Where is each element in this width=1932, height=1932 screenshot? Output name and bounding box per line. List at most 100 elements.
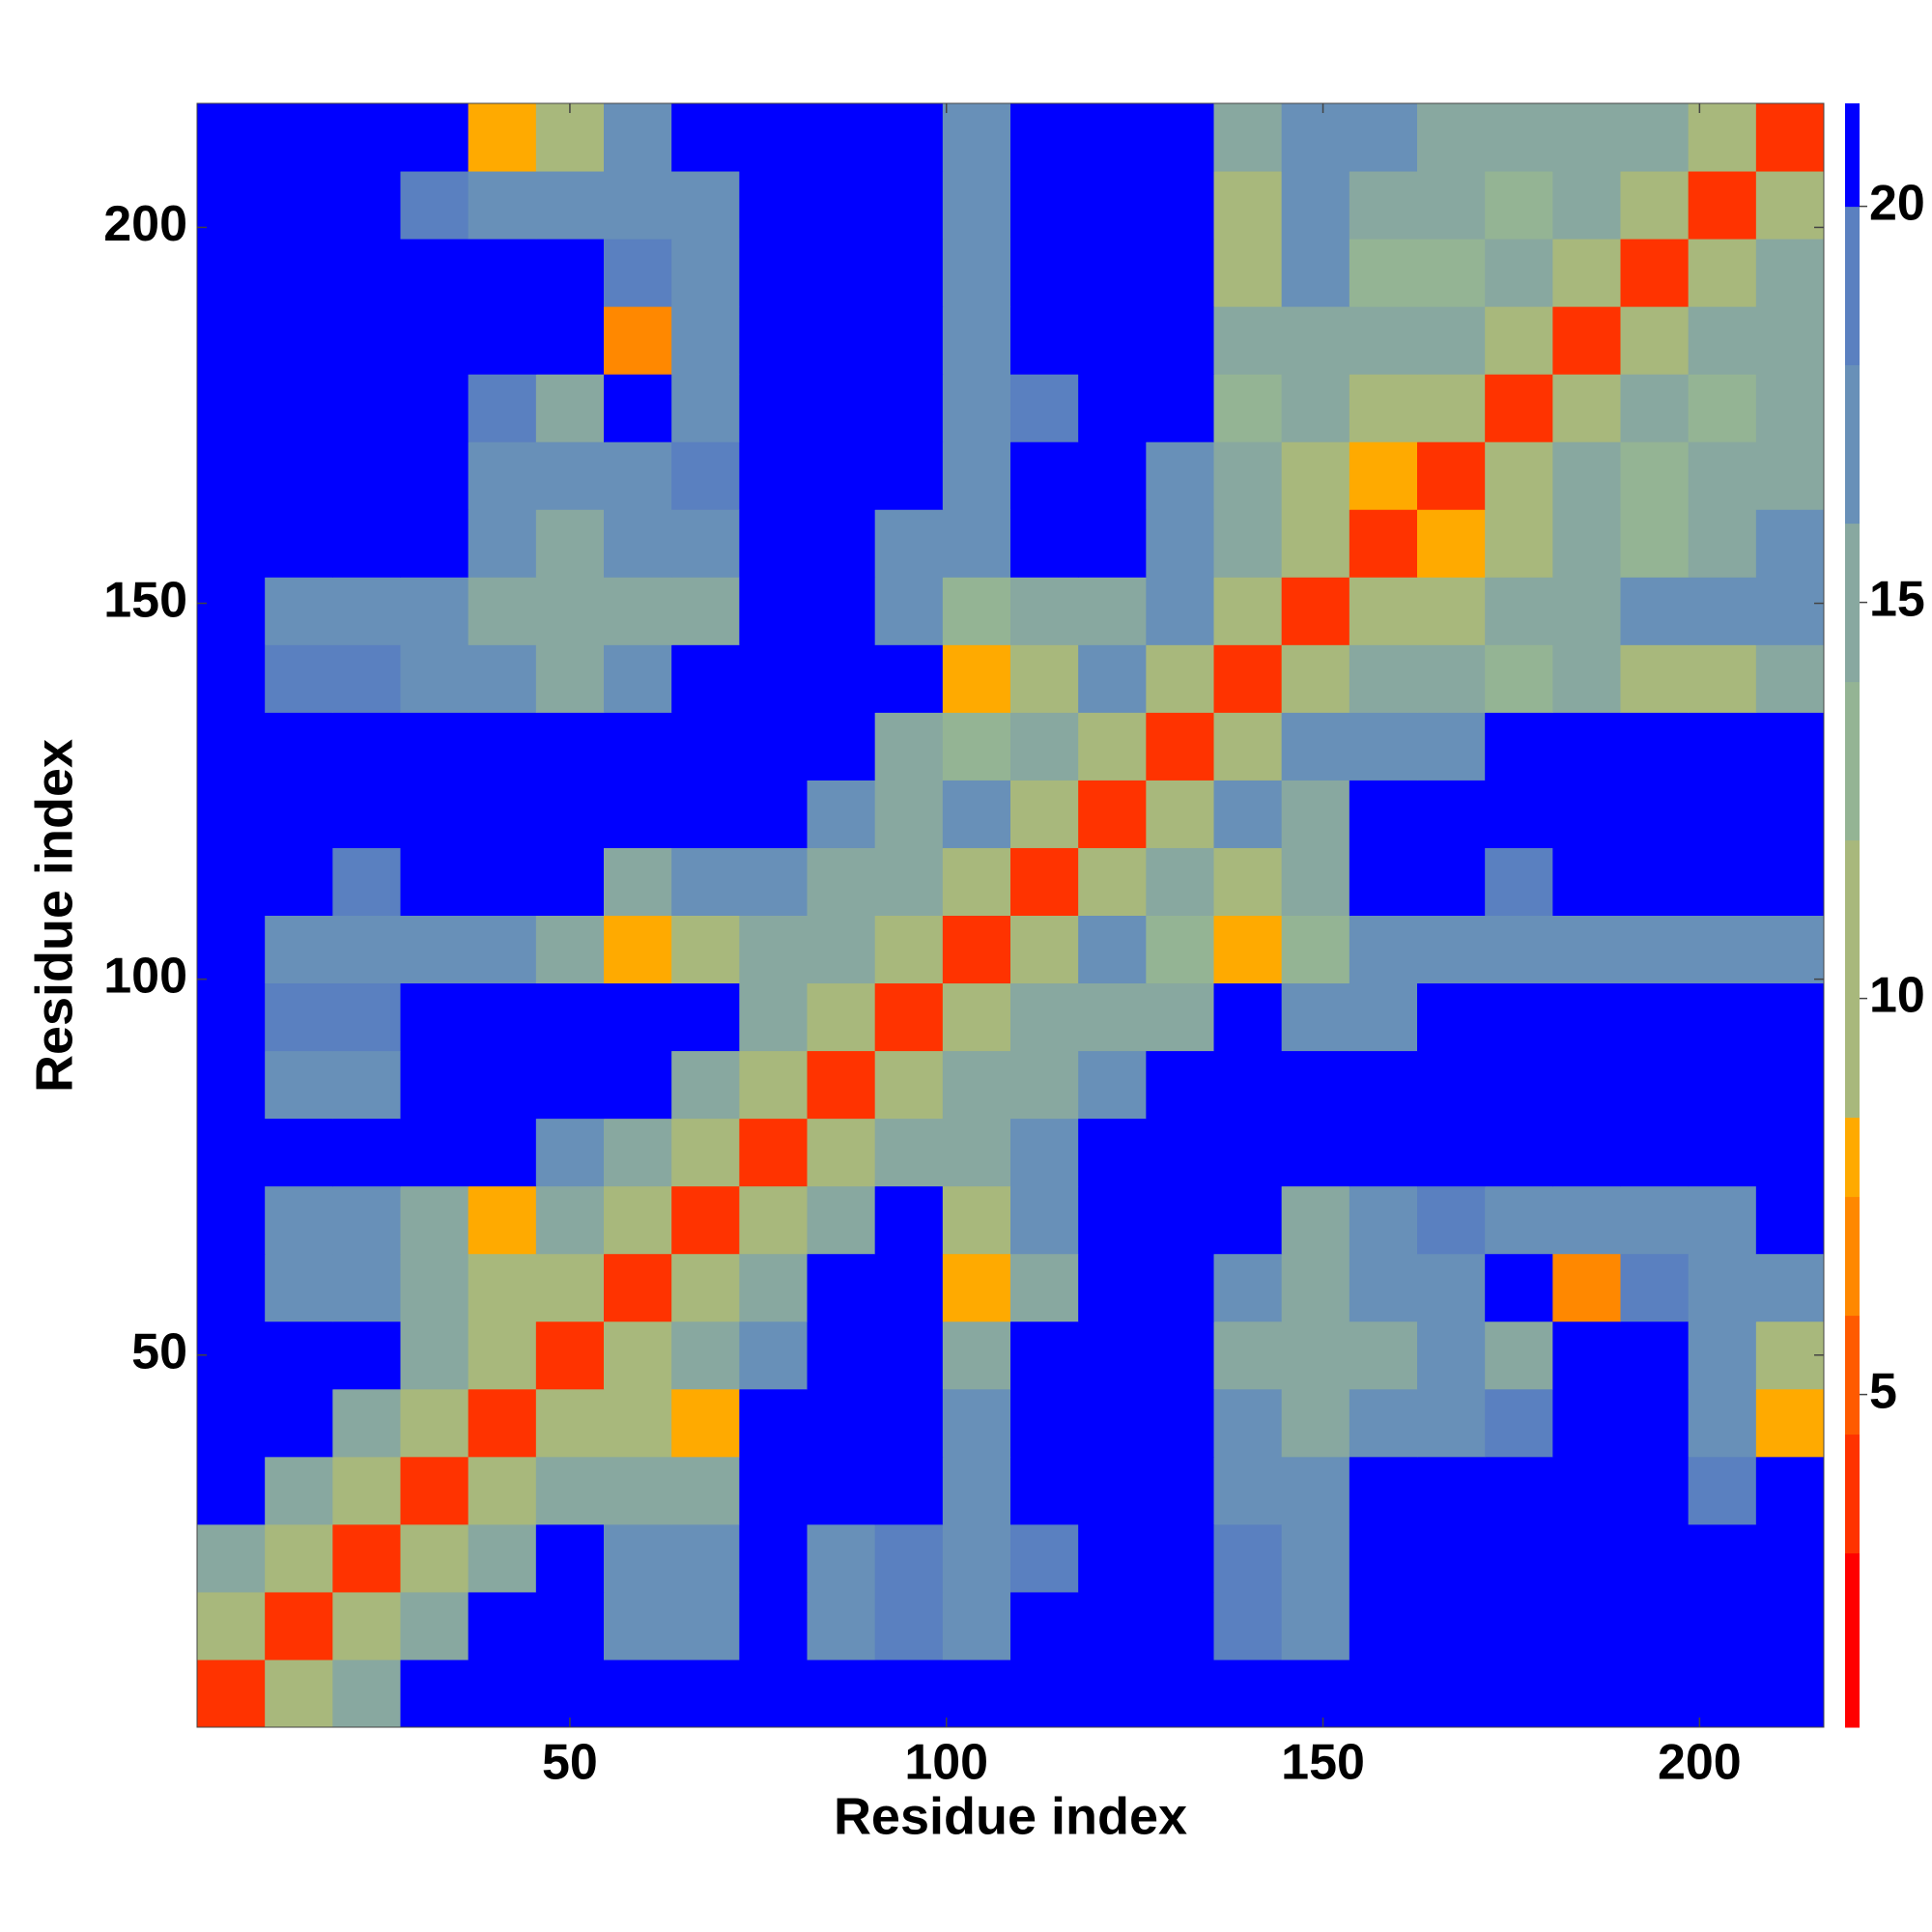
heatmap-cell [1755,171,1825,240]
heatmap-cell [604,712,672,781]
heatmap-cell [807,1388,876,1458]
heatmap-cell [332,1456,401,1525]
heatmap-cell [1417,915,1486,984]
heatmap-cell [874,239,944,307]
heatmap-cell [332,103,401,172]
heatmap-cell [400,1456,469,1525]
heatmap-cell [1010,171,1079,240]
heatmap-cell [1688,1118,1757,1187]
heatmap-cell [1010,1050,1079,1120]
heatmap-cell [1485,1050,1553,1120]
heatmap-cell [1688,374,1757,442]
heatmap-cell [1213,441,1283,510]
heatmap-cell [197,847,266,916]
heatmap-cell [265,1321,333,1390]
heatmap-cell [400,1659,469,1728]
heatmap-cell [265,1253,333,1322]
heatmap-cell [1349,577,1418,645]
heatmap-cell [1010,577,1079,645]
heatmap-cell [332,1388,401,1458]
heatmap-cell [1755,577,1825,645]
heatmap-cell [1417,1659,1486,1728]
heatmap-cell [332,1321,401,1390]
heatmap-cell [1010,712,1079,781]
heatmap-cell [671,1523,740,1593]
heatmap-cell [1485,306,1553,375]
heatmap-cell [671,1591,740,1661]
heatmap-cell [1146,306,1214,375]
heatmap-cell [1349,306,1418,375]
heatmap-cell [197,1118,266,1187]
heatmap-cell [807,1253,876,1322]
heatmap-cell [265,1388,333,1458]
heatmap-cell [1485,171,1553,240]
heatmap-cell [807,1659,876,1728]
heatmap-cell [1146,1253,1214,1322]
heatmap-cell [400,1185,469,1255]
heatmap-cell [400,915,469,984]
heatmap-cell [604,103,672,172]
heatmap-cell [1146,103,1214,172]
heatmap-cell [942,1659,1011,1728]
heatmap-cell [1688,509,1757,578]
heatmap-cell [197,239,266,307]
heatmap-cell [604,1185,672,1255]
heatmap-cell [942,239,1011,307]
heatmap-cell [1349,915,1418,984]
heatmap-cell [671,712,740,781]
heatmap-cell [1213,306,1283,375]
heatmap-cell [1213,780,1283,848]
heatmap-cell [1146,915,1214,984]
heatmap-cell [332,1523,401,1593]
heatmap-cell [1213,1591,1283,1661]
heatmap-cell [1485,1118,1553,1187]
heatmap-cell [332,1118,401,1187]
heatmap-cell [1349,644,1418,713]
heatmap-cell [1010,1118,1079,1187]
heatmap-cell [468,1253,537,1322]
heatmap-cell [1688,847,1757,916]
heatmap-cell [400,1388,469,1458]
heatmap-cell [1010,441,1079,510]
heatmap-cell [1485,239,1553,307]
heatmap-cell [1485,374,1553,442]
heatmap-cell [265,441,333,510]
heatmap-cell [1213,1523,1283,1593]
heatmap-cell [1688,577,1757,645]
heatmap-cell [739,1388,808,1458]
heatmap-cell [468,1118,537,1187]
heatmap-cell [1688,982,1757,1052]
heatmap-cell [400,712,469,781]
heatmap-cell [1417,1321,1486,1390]
heatmap-cell [1281,847,1350,916]
heatmap-cell [1078,847,1147,916]
x-tick-label: 200 [1658,1735,1742,1791]
heatmap-cell [739,1185,808,1255]
heatmap-cell [197,915,266,984]
heatmap-cell [535,103,605,172]
heatmap-cell [1755,1388,1825,1458]
y-tick-label: 200 [103,196,187,252]
heatmap-cell [1010,1388,1079,1458]
heatmap-cell [1755,1523,1825,1593]
heatmap-cell [1688,1591,1757,1661]
heatmap-cell [1688,1659,1757,1728]
colorbar-segment [1845,364,1860,525]
colorbar-tick-label: 15 [1869,571,1925,627]
heatmap-cell [1349,982,1418,1052]
heatmap-cell [1281,1050,1350,1120]
heatmap-cell [1688,239,1757,307]
heatmap-cell [1417,1591,1486,1661]
colorbar-segment [1845,1434,1860,1554]
heatmap-cell [942,915,1011,984]
heatmap-cell [332,1185,401,1255]
heatmap-cell [400,374,469,442]
heatmap-cell [739,982,808,1052]
heatmap-cell [1281,1118,1350,1187]
heatmap-cell [1552,1185,1621,1255]
heatmap-cell [807,239,876,307]
heatmap-cell [739,712,808,781]
heatmap-cell [1281,1659,1350,1728]
heatmap-cell [1688,915,1757,984]
heatmap-cell [400,441,469,510]
